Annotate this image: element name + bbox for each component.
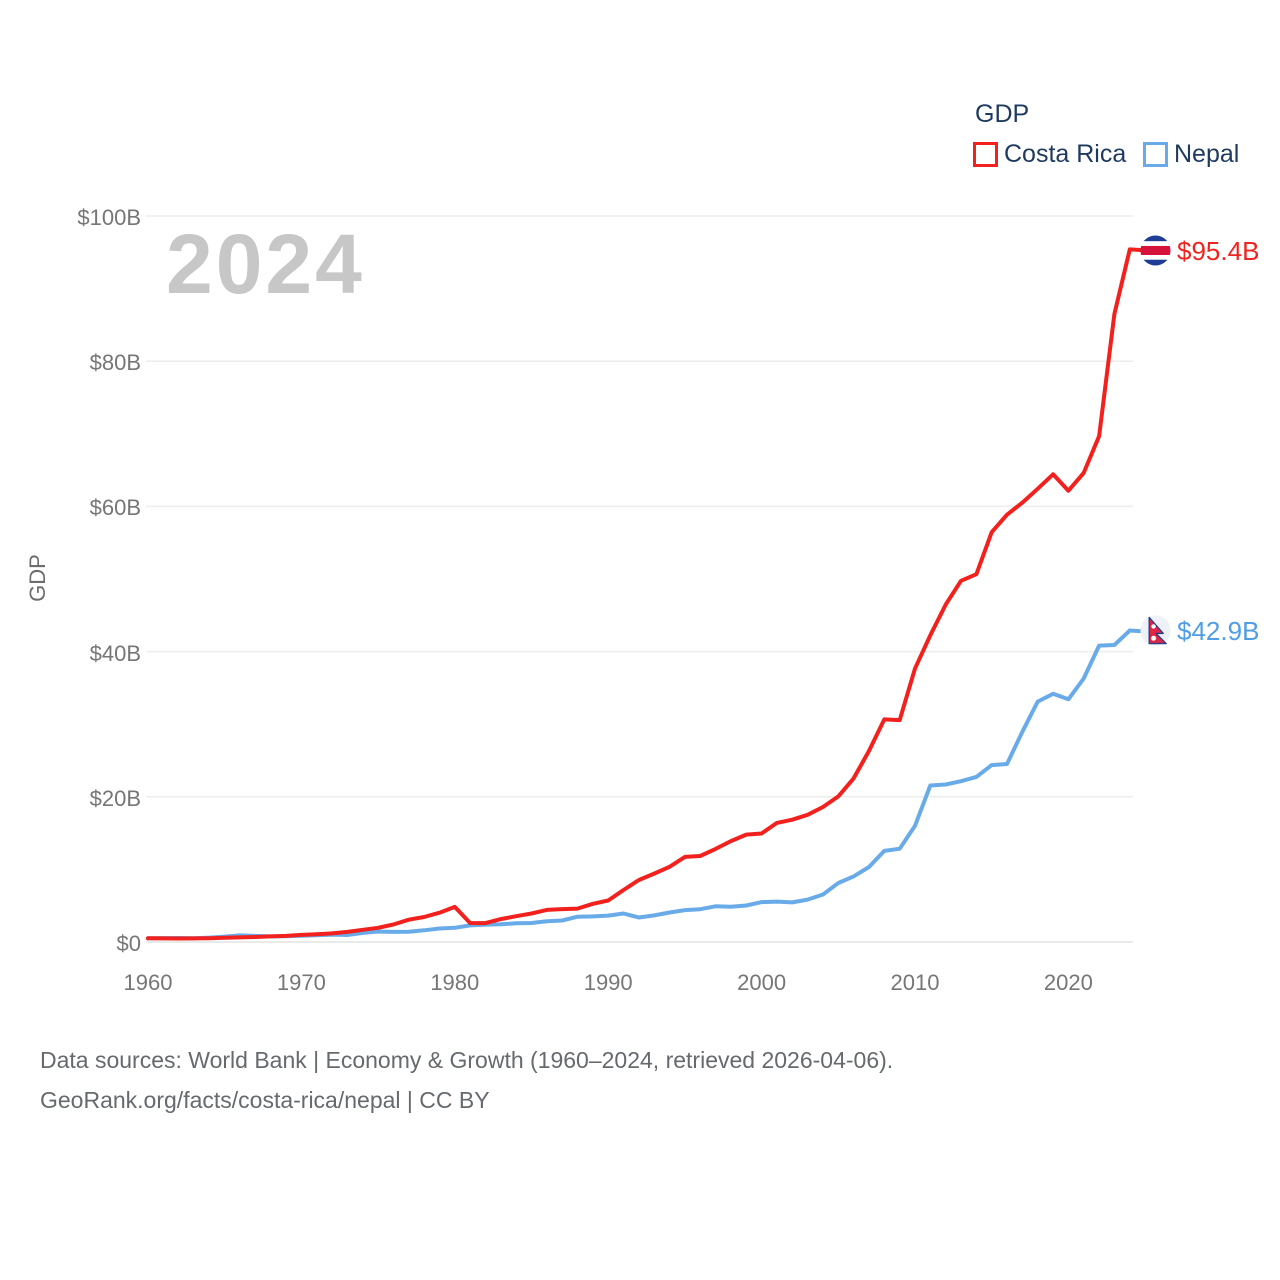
costa-rica-swatch-icon: [973, 142, 998, 167]
x-tick-label: 1960: [123, 970, 173, 995]
x-tick-label: 2020: [1043, 970, 1093, 995]
y-tick-label: $0: [116, 931, 141, 956]
costa-rica-value-label: $95.4B: [1177, 236, 1260, 266]
legend-label-costa-rica: Costa Rica: [1004, 140, 1127, 168]
costa-rica-flag-icon: [1140, 235, 1171, 266]
legend-item-costa-rica[interactable]: Costa Rica: [973, 142, 1126, 167]
source-link[interactable]: GeoRank.org/facts/costa-rica/nepal | CC …: [40, 1087, 490, 1113]
x-tick-label: 1990: [583, 970, 633, 995]
nepal-line[interactable]: [146, 628, 1132, 941]
x-tick-label: 2010: [890, 970, 940, 995]
x-tick-label: 2000: [737, 970, 787, 995]
year-watermark: 2024: [166, 217, 365, 311]
y-tick-label: $40B: [89, 640, 141, 666]
nepal-swatch-icon: [1143, 142, 1168, 167]
y-tick-label: $20B: [89, 785, 141, 811]
y-axis-title: GDP: [25, 554, 50, 602]
y-tick-label: $60B: [89, 495, 141, 521]
y-tick-label: $100B: [77, 205, 141, 230]
x-tick-label: 1980: [430, 970, 480, 995]
nepal-value-label: $42.9B: [1177, 616, 1260, 646]
data-sources-text: Data sources: World Bank | Economy & Gro…: [40, 1047, 894, 1073]
y-tick-label: $80B: [89, 350, 141, 376]
legend-title: GDP: [975, 100, 1030, 128]
nepal-flag-icon: [1140, 615, 1171, 646]
legend-label-nepal: Nepal: [1174, 140, 1240, 168]
x-tick-label: 1970: [276, 970, 326, 995]
costa-rica-line[interactable]: [146, 247, 1132, 941]
legend-item-nepal[interactable]: Nepal: [1143, 142, 1239, 167]
